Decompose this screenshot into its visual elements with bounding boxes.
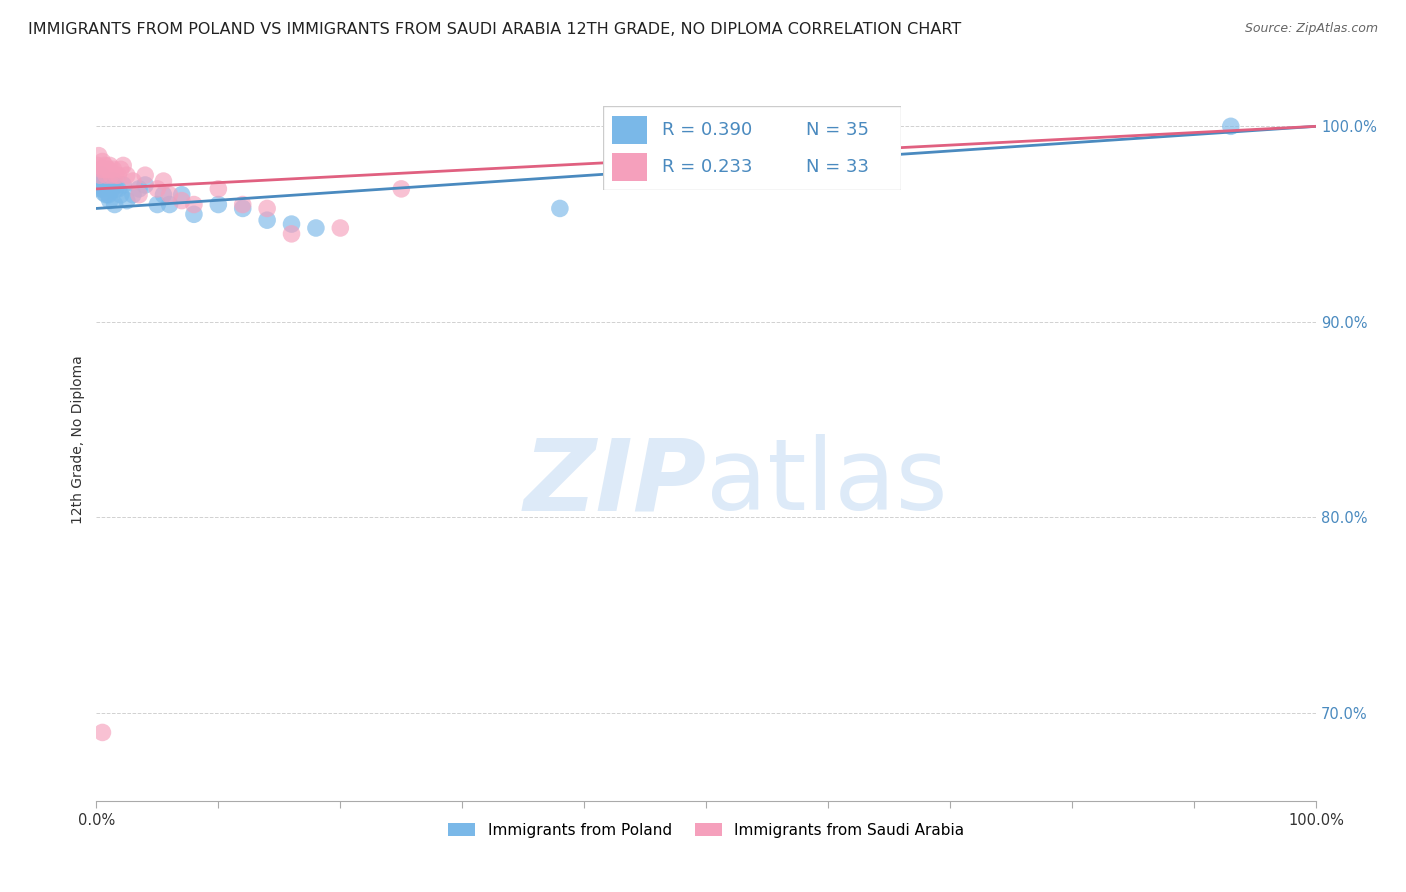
Point [104, 197, 127, 211]
Point [305, 221, 328, 235]
Point [207, 197, 229, 211]
Point [86, 178, 108, 192]
Point [232, 202, 254, 216]
Point [103, 174, 125, 188]
Point [93, 186, 115, 200]
Point [91, 154, 114, 169]
Y-axis label: 12th Grade, No Diploma: 12th Grade, No Diploma [72, 355, 86, 524]
Point [96, 162, 118, 177]
Point [146, 197, 169, 211]
Point [112, 158, 135, 172]
Point [107, 168, 129, 182]
Point [115, 168, 138, 182]
Point [152, 187, 174, 202]
Point [87, 174, 110, 188]
Point [256, 202, 278, 216]
Point [122, 187, 145, 202]
Point [152, 174, 174, 188]
Text: ZIP: ZIP [523, 434, 706, 531]
Point [94, 187, 117, 202]
Text: Source: ZipAtlas.com: Source: ZipAtlas.com [1244, 22, 1378, 36]
Point [100, 168, 122, 182]
Point [90, 168, 112, 182]
Point [115, 194, 138, 208]
Point [183, 207, 205, 221]
Point [134, 168, 156, 182]
Point [104, 168, 127, 182]
Point [89, 168, 111, 182]
Point [91, 182, 114, 196]
Point [93, 162, 115, 177]
Point [146, 182, 169, 196]
Point [110, 187, 132, 202]
Point [94, 174, 117, 188]
Point [207, 182, 229, 196]
Point [97, 162, 120, 177]
Text: atlas: atlas [706, 434, 948, 531]
Point [280, 217, 302, 231]
Point [89, 182, 111, 196]
Point [280, 227, 302, 241]
Point [1219, 120, 1241, 134]
Text: IMMIGRANTS FROM POLAND VS IMMIGRANTS FROM SAUDI ARABIA 12TH GRADE, NO DIPLOMA CO: IMMIGRANTS FROM POLAND VS IMMIGRANTS FRO… [28, 22, 962, 37]
Point [90, 162, 112, 177]
Point [128, 182, 150, 196]
Point [96, 182, 118, 196]
Point [170, 187, 193, 202]
Point [134, 178, 156, 192]
Point [128, 187, 150, 202]
Point [100, 178, 122, 192]
Point [103, 162, 125, 177]
Point [91, 725, 114, 739]
Point [159, 197, 181, 211]
Point [98, 194, 121, 208]
Point [98, 158, 121, 172]
Point [159, 187, 181, 202]
Point [97, 187, 120, 202]
Point [122, 174, 145, 188]
Point [87, 148, 110, 162]
Point [94, 168, 117, 182]
Point [389, 182, 412, 196]
Point [329, 221, 352, 235]
Point [183, 197, 205, 211]
Point [104, 182, 127, 196]
Point [86, 158, 108, 172]
Point [170, 194, 193, 208]
Point [101, 182, 124, 196]
Point [256, 213, 278, 227]
Point [107, 182, 129, 196]
Point [112, 178, 135, 192]
Point [232, 197, 254, 211]
Point [548, 202, 571, 216]
Point [94, 158, 117, 172]
Point [110, 162, 132, 177]
Legend: Immigrants from Poland, Immigrants from Saudi Arabia: Immigrants from Poland, Immigrants from … [441, 816, 970, 844]
